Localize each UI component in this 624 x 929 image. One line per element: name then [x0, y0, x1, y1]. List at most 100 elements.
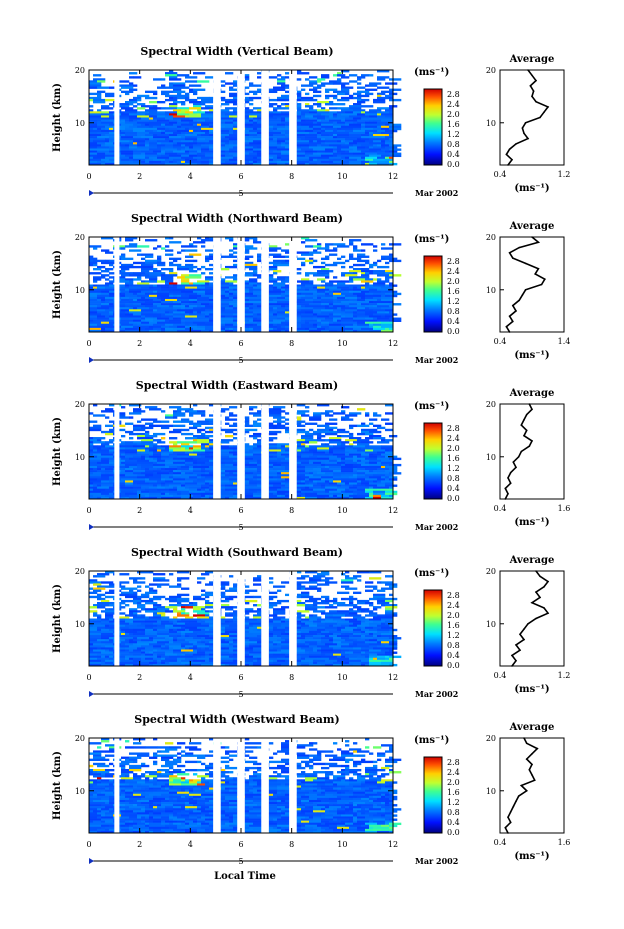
heat-cell — [233, 463, 238, 467]
heat-cell — [173, 88, 182, 91]
heat-cell — [105, 319, 114, 322]
heat-cell — [305, 445, 310, 448]
heat-cell — [345, 635, 350, 638]
heat-cell — [93, 78, 106, 81]
heat-cell — [329, 604, 334, 607]
heat-cell — [161, 278, 174, 281]
heat-cell — [301, 313, 314, 316]
heat-cell — [181, 445, 194, 448]
heat-cell — [189, 604, 198, 607]
heat-cell — [173, 109, 182, 112]
heat-cell — [361, 286, 366, 289]
heat-cell — [189, 422, 202, 425]
heat-cell — [333, 412, 346, 415]
heat-cell — [149, 131, 162, 135]
average-x-tick-label: 0.4 — [494, 504, 507, 513]
heat-cell — [93, 125, 98, 129]
heat-cell — [381, 496, 394, 500]
heat-cell — [149, 496, 158, 500]
heat-cell — [133, 119, 138, 122]
heat-cell — [345, 457, 354, 461]
heat-cell — [161, 457, 174, 461]
heat-cell — [301, 148, 314, 151]
heat-cell — [133, 490, 138, 494]
panel-title: Spectral Width (Northward Beam) — [131, 212, 343, 225]
heat-cell — [161, 622, 174, 625]
average-point — [534, 273, 536, 275]
heat-cell — [125, 472, 134, 475]
heat-cell — [369, 160, 378, 164]
heat-cell — [333, 292, 342, 296]
heat-cell — [257, 441, 262, 444]
heat-cell — [185, 437, 198, 440]
heat-cell — [225, 323, 234, 327]
heat-cell — [337, 115, 350, 118]
heat-cell — [333, 618, 342, 621]
heat-cell — [249, 278, 258, 281]
heat-cell — [293, 158, 306, 162]
heat-cell — [309, 461, 314, 465]
heat-cell — [385, 158, 394, 162]
heat-cell — [201, 593, 206, 597]
heat-cell — [385, 604, 398, 607]
heat-cell — [325, 422, 338, 425]
heat-cell — [193, 474, 198, 477]
heat-cell — [245, 476, 254, 479]
heat-cell — [89, 158, 102, 162]
heat-cell — [253, 422, 266, 425]
heat-cell — [245, 599, 258, 603]
heat-cell — [381, 140, 386, 143]
heat-cell — [353, 575, 362, 578]
y-tick-label: 10 — [75, 119, 85, 128]
heat-cell — [273, 86, 286, 89]
heat-cell — [317, 138, 322, 141]
average-point — [508, 315, 511, 317]
heat-cell — [221, 278, 226, 281]
heat-cell — [161, 121, 170, 124]
heat-cell — [349, 257, 362, 261]
heat-cell — [205, 472, 210, 475]
heat-cell — [361, 150, 366, 153]
heat-cell — [333, 472, 346, 475]
heat-cell — [137, 595, 150, 599]
heat-cell — [145, 134, 154, 137]
x-tick-label: 4 — [188, 339, 193, 348]
heat-cell — [245, 247, 258, 250]
heat-cell — [265, 267, 278, 271]
heat-cell — [285, 119, 290, 122]
heat-cell — [161, 276, 174, 279]
heat-cell — [133, 478, 146, 481]
heat-cell — [353, 478, 358, 481]
heat-cell — [277, 311, 286, 314]
heat-cell — [201, 329, 210, 333]
heat-cell — [329, 80, 338, 83]
heat-cell — [129, 103, 134, 106]
heat-cell — [353, 459, 358, 463]
heat-cell — [385, 478, 390, 481]
heat-cell — [329, 480, 334, 483]
heat-cell — [201, 162, 210, 166]
heat-cell — [157, 255, 162, 258]
heat-cell — [221, 484, 226, 487]
heat-cell — [305, 624, 310, 628]
heat-cell — [157, 628, 170, 632]
heat-cell — [97, 317, 110, 320]
heat-cell — [165, 414, 170, 417]
heat-cell — [309, 329, 322, 333]
heat-cell — [349, 136, 362, 139]
heat-cell — [277, 422, 282, 425]
heat-cell — [165, 463, 178, 467]
heat-cell — [181, 494, 194, 498]
heat-cell — [321, 144, 330, 147]
heat-cell — [161, 78, 166, 81]
heat-cell — [101, 261, 114, 265]
heat-cell — [313, 453, 326, 456]
heat-cell — [357, 294, 366, 298]
heat-cell — [201, 494, 206, 498]
heat-cell — [133, 470, 146, 473]
heat-cell — [121, 463, 126, 467]
heat-cell — [157, 445, 162, 448]
average-point — [531, 95, 533, 98]
heat-cell — [229, 284, 242, 287]
heat-cell — [201, 488, 206, 492]
